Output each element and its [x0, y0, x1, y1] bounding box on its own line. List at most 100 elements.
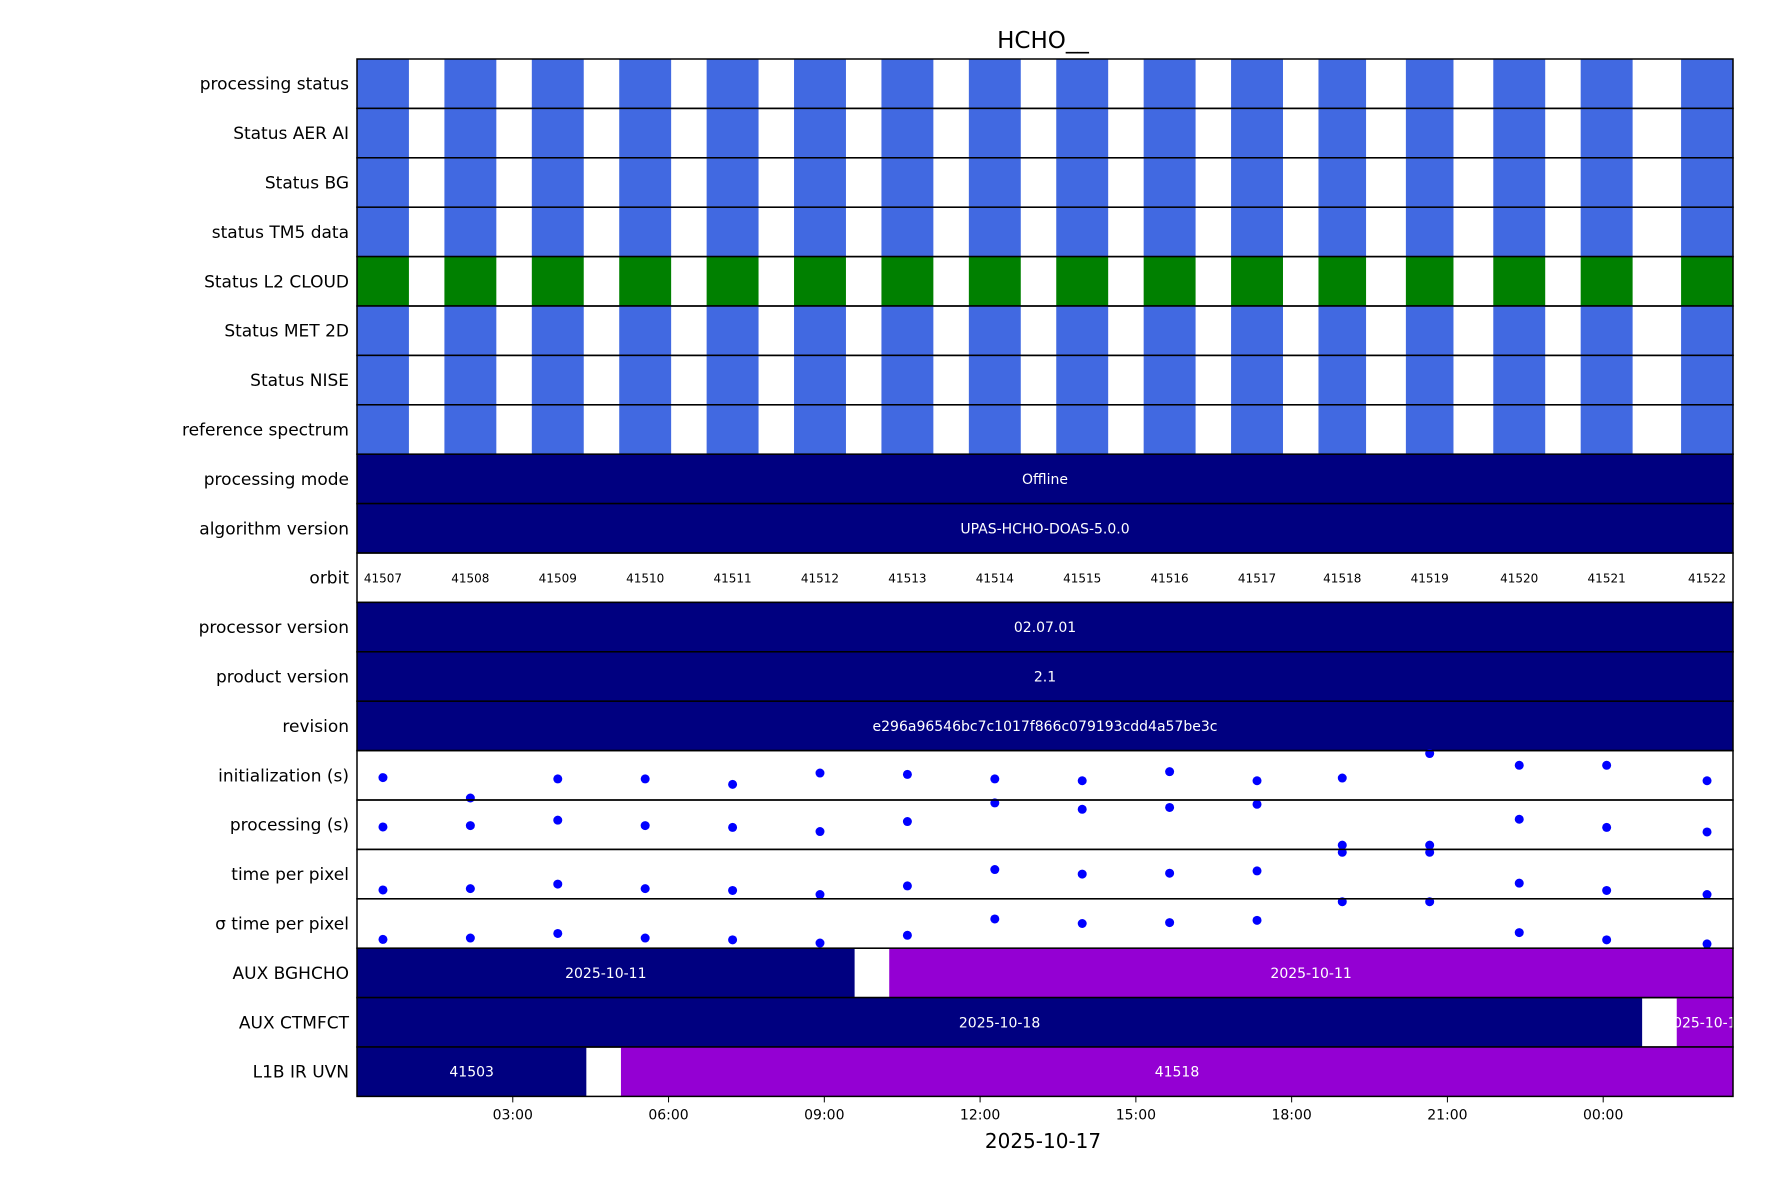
data-point: [902, 930, 912, 940]
status-block: [1405, 207, 1454, 257]
row-label: reference spectrum: [182, 421, 349, 441]
status-block: [1681, 256, 1733, 306]
status-block: [619, 355, 672, 405]
status-block: [357, 207, 409, 257]
data-point: [1702, 776, 1712, 786]
status-block: [1143, 207, 1196, 257]
orbit-number: 41521: [1588, 572, 1626, 586]
x-tick-label: 03:00: [493, 1107, 533, 1123]
orbit-number: 41519: [1411, 572, 1449, 586]
status-block: [1580, 256, 1633, 306]
status-block: [881, 306, 934, 356]
status-block: [357, 108, 409, 158]
bar-label: e296a96546bc7c1017f866c079193cdd4a57be3c: [873, 719, 1218, 735]
status-block: [968, 256, 1021, 306]
status-block: [444, 355, 497, 405]
row-label: Status MET 2D: [224, 322, 349, 342]
segment-bar: [357, 1047, 587, 1097]
status-block: [1231, 306, 1283, 356]
data-point: [1252, 799, 1262, 809]
status-block: [444, 256, 497, 306]
status-block: [1681, 59, 1733, 109]
status-block: [619, 404, 672, 455]
status-block: [706, 404, 759, 455]
data-point: [728, 822, 738, 832]
orbit-number: 41518: [1323, 572, 1361, 586]
data-point: [378, 885, 388, 895]
status-block: [706, 207, 759, 257]
status-block: [1580, 355, 1633, 405]
status-block: [357, 157, 409, 208]
orbit-number: 41513: [888, 572, 926, 586]
status-block: [619, 256, 672, 306]
status-block: [444, 306, 497, 356]
x-axis-label: 2025-10-17: [985, 1129, 1101, 1153]
status-block: [1318, 207, 1367, 257]
status-block: [1231, 404, 1283, 455]
row-label: processing status: [200, 75, 349, 95]
segment-row: [356, 1046, 1734, 1098]
status-block: [444, 157, 497, 208]
status-block: [1231, 256, 1283, 306]
status-block: [1056, 157, 1109, 208]
bar-label: 2.1: [1034, 670, 1056, 686]
status-block: [1143, 256, 1196, 306]
orbit-number: 41520: [1500, 572, 1538, 586]
orbit-number: 41512: [801, 572, 839, 586]
row-label: AUX CTMFCT: [239, 1013, 350, 1033]
row-label: Status L2 CLOUD: [204, 272, 349, 292]
row-label: L1B IR UVN: [253, 1063, 349, 1083]
status-block: [619, 207, 672, 257]
data-point: [1165, 802, 1175, 812]
status-block: [1493, 256, 1546, 306]
status-block: [794, 355, 846, 405]
data-point: [990, 865, 1000, 875]
status-block: [968, 207, 1021, 257]
data-point: [1337, 773, 1347, 783]
row-label: processor version: [199, 618, 349, 638]
status-block: [881, 108, 934, 158]
data-point: [465, 793, 475, 803]
status-block: [968, 404, 1021, 455]
status-block: [1580, 306, 1633, 356]
status-block: [1405, 59, 1454, 109]
data-point: [1337, 840, 1347, 850]
status-block: [1681, 404, 1733, 455]
status-block: [1056, 355, 1109, 405]
status-block: [706, 306, 759, 356]
status-block: [881, 59, 934, 109]
row-label: product version: [216, 668, 349, 688]
status-block: [357, 256, 409, 306]
status-block: [1493, 207, 1546, 257]
scatter-row: [356, 898, 1734, 949]
data-point: [1514, 760, 1524, 770]
status-block: [706, 157, 759, 208]
data-point: [640, 774, 650, 784]
row-label: Status AER AI: [233, 124, 349, 144]
data-point: [902, 817, 912, 827]
x-tick-label: 18:00: [1271, 1107, 1311, 1123]
status-block: [1493, 157, 1546, 208]
segment-bar: [1676, 997, 1733, 1047]
orbit-number: 41522: [1688, 572, 1726, 586]
data-point: [815, 768, 825, 778]
status-block: [706, 256, 759, 306]
status-block: [706, 355, 759, 405]
x-tick-label: 21:00: [1427, 1107, 1467, 1123]
status-block: [794, 108, 846, 158]
status-block: [531, 306, 584, 356]
status-block: [531, 157, 584, 208]
data-point: [1702, 827, 1712, 837]
status-block: [1231, 207, 1283, 257]
data-point: [553, 879, 563, 889]
status-block: [1580, 207, 1633, 257]
segment-bar: [357, 948, 855, 998]
status-block: [619, 108, 672, 158]
status-block: [619, 157, 672, 208]
status-block: [794, 59, 846, 109]
status-block: [531, 404, 584, 455]
status-block: [794, 404, 846, 455]
status-block: [1056, 59, 1109, 109]
data-point: [1602, 935, 1612, 945]
segment-label: 2025-10-11: [1270, 966, 1351, 982]
